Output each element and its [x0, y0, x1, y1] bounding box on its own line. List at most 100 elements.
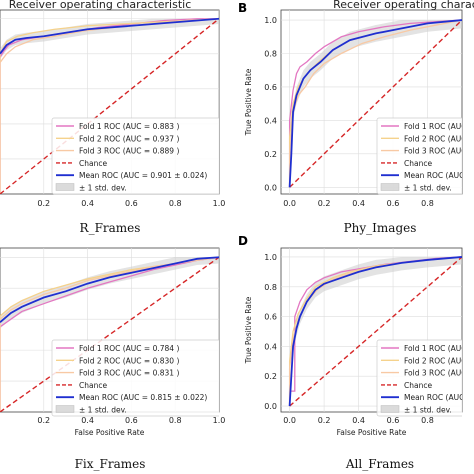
plot-contents: [281, 10, 462, 194]
legend-swatch-band: [55, 183, 75, 191]
legend-contents: Fold 1 ROC (AUC = 0.883 ) Fold 2 ROC (AUC…: [51, 117, 219, 195]
panel-caption: All_Frames: [345, 457, 414, 471]
x-tick-label: 0.6: [125, 416, 138, 425]
x-tick-label: 0.0: [283, 199, 296, 208]
y-tick-label: 0.8: [264, 283, 277, 292]
legend-entry-fold3: Fold 3 ROC (AUC: [404, 147, 467, 156]
legend-entry-fold2: Fold 2 ROC (AUC = 0.830 ): [79, 356, 179, 365]
legend-box: [51, 117, 219, 195]
series-fold2: [0, 18, 219, 194]
x-tick-label: 0.2: [37, 416, 50, 425]
y-tick-label: 1.0: [264, 16, 277, 25]
chart-panel-4: 0.0 0.2 0.4 0.6 0.8 0.0 0.2 0.4 0.6 0.8 1.0 False P…: [238, 234, 467, 471]
legend-entry-fold2: Fold 2 ROC (AUC: [404, 356, 467, 365]
chart-title: Receiver operating characte: [333, 0, 474, 11]
legend-entry-band: ± 1 std. dev.: [79, 406, 127, 415]
x-tick-label: 0.2: [318, 416, 331, 425]
mean-roc-line: [288, 256, 462, 407]
x-tick-label: 1.0: [213, 416, 226, 425]
y-tick-label: 0.4: [264, 116, 277, 125]
legend-contents: Fold 1 ROC (AUC Fold 2 ROC (AUC Fold 3 ROC…: [376, 339, 467, 417]
legend-entry-mean: Mean ROC (AUC: [404, 171, 464, 180]
chance-line: [0, 256, 219, 412]
legend-box: [51, 339, 219, 417]
x-tick-label: 0.8: [421, 416, 434, 425]
legend-entry-mean: Mean ROC (AUC = 0.901 ± 0.024): [79, 171, 207, 180]
x-tick-label: 0.4: [81, 416, 94, 425]
y-tick-label: 0.4: [264, 342, 277, 351]
legend-entry-band: ± 1 std. dev.: [404, 184, 452, 193]
y-axis-label: True Positive Rate: [244, 296, 253, 364]
legend-swatch-band: [55, 405, 75, 413]
x-tick-label: 0.2: [318, 199, 331, 208]
x-tick-label: 0.0: [283, 416, 296, 425]
chance-line: [289, 19, 462, 188]
plot-contents: [281, 248, 462, 412]
legend: Fold 1 ROC (AUC = 0.784 ) Fold 2 ROC (AUC…: [51, 339, 219, 417]
y-tick-label: 0.2: [264, 372, 277, 381]
chance-line: [289, 256, 462, 407]
std-band: [0, 257, 219, 329]
x-tick-label: 0.6: [125, 199, 138, 208]
legend-entry-fold1: Fold 1 ROC (AUC = 0.784 ): [79, 344, 179, 353]
legend-entry-chance: Chance: [79, 159, 107, 168]
legend-entry-mean: Mean ROC (AUC = 0.815 ± 0.022): [79, 393, 207, 402]
mean-roc-line: [0, 256, 219, 323]
x-tick-label: 0.8: [169, 199, 182, 208]
legend-entry-mean: Mean ROC (AUC: [404, 393, 464, 402]
y-tick-label: 0.0: [264, 402, 277, 411]
legend-contents: Fold 1 ROC (AUC Fold 2 ROC (AUC Fold 3 ROC…: [376, 117, 467, 195]
x-tick-label: 0.2: [37, 199, 50, 208]
legend-entry-chance: Chance: [404, 159, 432, 168]
y-tick-label: 0.6: [264, 83, 277, 92]
x-tick-label: 0.4: [352, 416, 365, 425]
panel-letter: D: [238, 234, 248, 248]
legend-entry-chance: Chance: [79, 381, 107, 390]
y-tick-label: 0.0: [264, 183, 277, 192]
legend-entry-fold1: Fold 1 ROC (AUC = 0.883 ): [79, 122, 179, 131]
legend-entry-fold3: Fold 3 ROC (AUC = 0.889 ): [79, 147, 179, 156]
y-tick-label: 1.0: [264, 253, 277, 262]
y-tick-label: 0.6: [264, 313, 277, 322]
panel-letter: B: [238, 1, 247, 15]
x-tick-label: 0.6: [387, 416, 400, 425]
x-tick-label: 0.8: [421, 199, 434, 208]
x-axis-label: False Positive Rate: [75, 428, 145, 437]
chance-line: [0, 18, 219, 194]
mean-roc-line: [0, 17, 219, 55]
x-tick-label: 0.4: [352, 199, 365, 208]
legend-entry-fold2: Fold 2 ROC (AUC: [404, 134, 467, 143]
series-fold1: [288, 19, 462, 188]
x-tick-label: 1.0: [213, 199, 226, 208]
legend: Fold 1 ROC (AUC = 0.883 ) Fold 2 ROC (AUC…: [51, 117, 219, 195]
plot-contents: [0, 10, 219, 194]
legend-swatch-band: [380, 183, 400, 191]
x-tick-label: 0.4: [81, 199, 94, 208]
chart-title: Receiver operating characteristic: [9, 0, 192, 11]
chart-panel-1: 0.2 0.4 0.6 0.8 1.0 Receiver operating charac…: [0, 0, 225, 235]
legend-entry-chance: Chance: [404, 381, 432, 390]
legend-entry-band: ± 1 std. dev.: [79, 184, 127, 193]
legend-entry-band: ± 1 std. dev.: [404, 406, 452, 415]
legend-entry-fold3: Fold 3 ROC (AUC: [404, 369, 467, 378]
legend: Fold 1 ROC (AUC Fold 2 ROC (AUC Fold 3 ROC…: [376, 339, 467, 417]
chart-panel-2: 0.0 0.2 0.4 0.6 0.8 0.0 0.2 0.4 0.6 0.8 1.0 True Po…: [238, 0, 474, 235]
x-axis-label: False Positive Rate: [337, 428, 407, 437]
legend-swatch-band: [380, 405, 400, 413]
y-tick-label: 0.8: [264, 49, 277, 58]
y-tick-label: 0.2: [264, 150, 277, 159]
panel-caption: Fix_Frames: [75, 457, 146, 471]
x-tick-label: 0.8: [169, 416, 182, 425]
x-tick-label: 0.6: [387, 199, 400, 208]
y-axis-label: True Positive Rate: [244, 68, 253, 136]
panel-caption: Phy_Images: [344, 221, 417, 235]
legend: Fold 1 ROC (AUC Fold 2 ROC (AUC Fold 3 ROC…: [376, 117, 467, 195]
legend-contents: Fold 1 ROC (AUC = 0.784 ) Fold 2 ROC (AUC…: [51, 339, 219, 417]
panel-caption: R_Frames: [80, 221, 141, 235]
chart-panel-3: 0.2 0.4 0.6 0.8 1.0 False Positive Rate Fix_Fr…: [0, 247, 226, 471]
legend-entry-fold1: Fold 1 ROC (AUC: [404, 344, 467, 353]
legend-entry-fold2: Fold 2 ROC (AUC = 0.937 ): [79, 134, 179, 143]
legend-entry-fold1: Fold 1 ROC (AUC: [404, 122, 467, 131]
legend-entry-fold3: Fold 3 ROC (AUC = 0.831 ): [79, 369, 179, 378]
